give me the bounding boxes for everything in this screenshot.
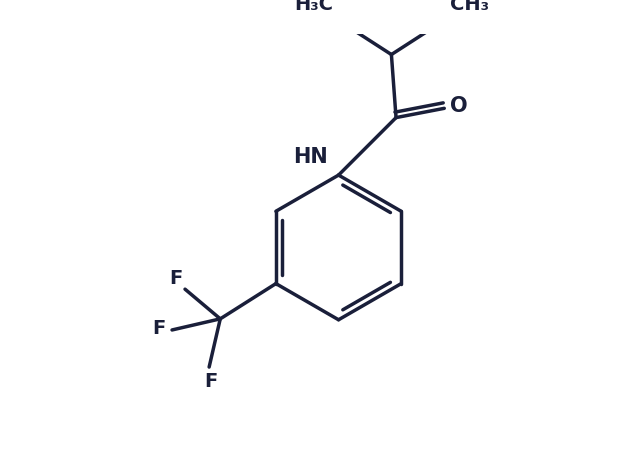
Text: F: F <box>169 268 182 288</box>
Text: CH₃: CH₃ <box>450 0 489 14</box>
Text: F: F <box>204 372 218 392</box>
Text: F: F <box>152 319 166 337</box>
Text: H₃C: H₃C <box>294 0 333 14</box>
Text: HN: HN <box>293 147 328 166</box>
Text: O: O <box>451 96 468 117</box>
